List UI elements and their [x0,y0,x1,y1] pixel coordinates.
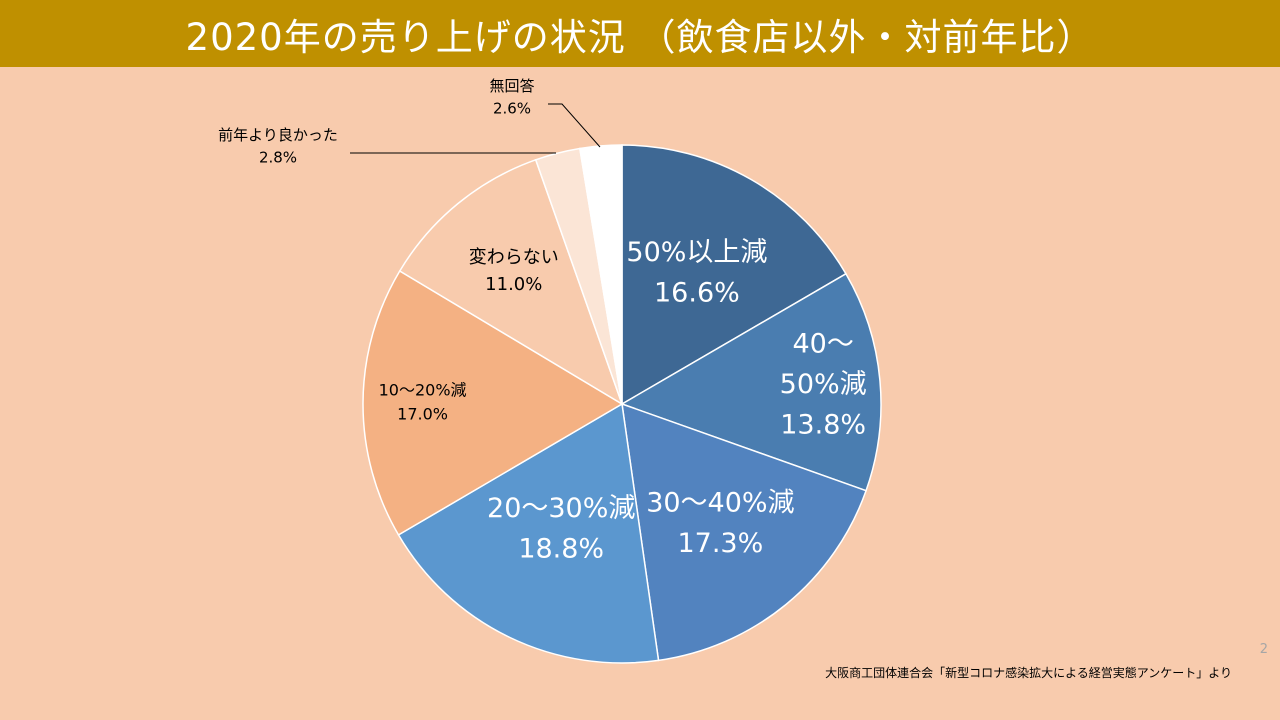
data-label-category-2: 30～40%減 [646,488,794,519]
page-number: 2 [1259,642,1268,657]
slice-3 [397,402,660,664]
leader-line-7 [548,103,601,148]
slice-7 [578,144,623,405]
slice-0 [621,144,847,406]
data-label-category-0: 50%以上減 [626,237,767,268]
data-label-value-5: 11.0% [485,274,542,295]
data-label-value-0: 16.6% [654,278,740,309]
data-label-category-6: 前年より良かった [218,126,338,144]
data-label-category-7: 無回答 [489,77,534,95]
data-label-category-1-1: 50%減 [780,369,867,400]
slice-2 [621,402,868,662]
slice-1 [620,272,882,492]
data-label-value-2: 17.3% [677,528,763,559]
slice-4 [362,269,624,536]
slice-5 [398,158,624,406]
data-label-category-4: 10～20%減 [379,381,467,400]
data-label-value-1: 13.8% [780,409,866,440]
data-label-value-4: 17.0% [397,405,448,424]
source-note: 大阪商工団体連合会「新型コロナ感染拡大による経営実態アンケート」より [825,666,1232,680]
data-label-value-3: 18.8% [518,534,604,565]
data-label-category-1-0: 40～ [792,328,853,359]
data-label-value-6: 2.8% [259,149,297,167]
slide-title: 2020年の売り上げの状況 （飲食店以外・対前年比） [0,0,1280,67]
data-label-value-7: 2.6% [493,100,531,118]
data-label-category-3: 20～30%減 [487,493,635,524]
data-label-category-5: 変わらない [469,247,559,268]
